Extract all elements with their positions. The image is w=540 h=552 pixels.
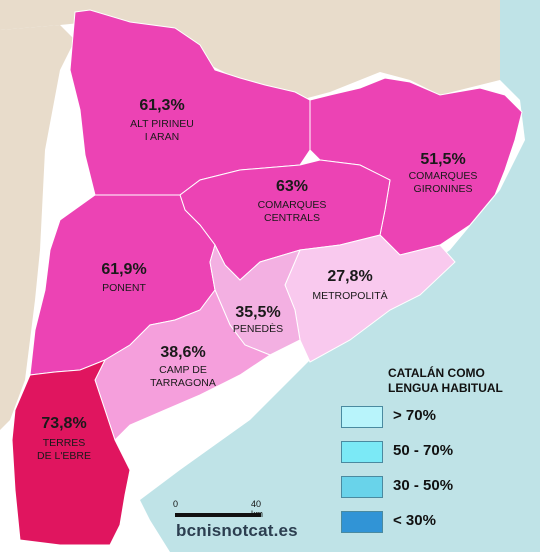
- legend-title: CATALÁN COMO LENGUA HABITUAL: [388, 366, 538, 396]
- legend-label: 50 - 70%: [393, 442, 454, 459]
- legend-title-line-2: LENGUA HABITUAL: [388, 381, 503, 395]
- legend-swatch: [341, 511, 383, 533]
- legend-item: > 70%: [341, 403, 536, 433]
- region-name-ponent: PONENT: [102, 282, 146, 294]
- region-name-alt-pirineu: ALT PIRINEU: [130, 118, 194, 130]
- legend-label: 30 - 50%: [393, 477, 454, 494]
- source-credit: bcnisnotcat.es: [176, 521, 298, 540]
- region-pct-penedes: 35,5%: [235, 304, 280, 321]
- scale-bar: 0 40 km: [173, 497, 275, 527]
- region-name-alt-pirineu-2: I ARAN: [145, 131, 179, 143]
- region-name-comarques-centrals-2: CENTRALS: [264, 212, 320, 224]
- region-name-penedes: PENEDÈS: [233, 322, 283, 335]
- scale-zero: 0: [173, 499, 179, 509]
- legend-item: 30 - 50%: [341, 473, 536, 503]
- region-name-terres-ebre: TERRES: [43, 437, 86, 449]
- legend-label: < 30%: [393, 512, 436, 529]
- region-name-camp-tarragona-2: TARRAGONA: [150, 377, 216, 389]
- region-name-camp-tarragona: CAMP DE: [159, 364, 207, 376]
- region-pct-comarques-gironines: 51,5%: [420, 151, 465, 168]
- legend-title-line-1: CATALÁN COMO: [388, 366, 485, 380]
- region-name-comarques-gironines: COMARQUES: [409, 170, 478, 182]
- legend-swatch: [341, 441, 383, 463]
- region-pct-ponent: 61,9%: [101, 261, 146, 278]
- region-pct-camp-tarragona: 38,6%: [160, 344, 205, 361]
- region-pct-terres-ebre: 73,8%: [41, 415, 86, 432]
- region-pct-alt-pirineu: 61,3%: [139, 97, 184, 114]
- region-terres-ebre-area: [11, 359, 131, 546]
- sea: [140, 0, 540, 552]
- legend-swatch: [341, 406, 383, 428]
- region-name-comarques-gironines-2: GIRONINES: [414, 183, 473, 195]
- legend-swatch: [341, 476, 383, 498]
- region-name-comarques-centrals: COMARQUES: [258, 199, 327, 211]
- region-name-metropolita: METROPOLITÀ: [312, 289, 387, 302]
- region-pct-metropolita: 27,8%: [327, 268, 372, 285]
- legend-item: < 30%: [341, 508, 536, 538]
- scale-line: [175, 513, 261, 517]
- legend-label: > 70%: [393, 407, 436, 424]
- region-pct-comarques-centrals: 63%: [276, 178, 308, 195]
- neighbor-land-west: [0, 25, 75, 430]
- legend-item: 50 - 70%: [341, 438, 536, 468]
- region-name-terres-ebre-2: DE L'EBRE: [37, 450, 91, 462]
